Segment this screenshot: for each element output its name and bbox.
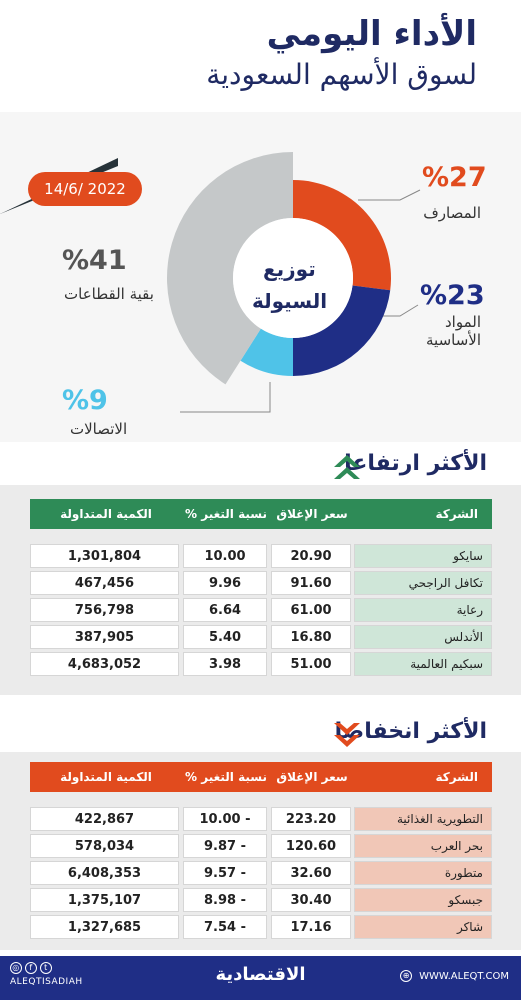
slice-label-materials-1: المواد — [444, 313, 481, 331]
page-title: الأداء اليومي — [266, 14, 477, 54]
header-company: الشركة — [435, 507, 478, 521]
cell-close: 16.80 — [271, 625, 351, 649]
cell-change: 10.00 — [183, 544, 267, 568]
cell-change: - 10.00 — [183, 807, 267, 831]
table-row: التطويرية الغذائية 223.20- 10.00 422,867 — [30, 807, 492, 831]
cell-volume: 422,867 — [30, 807, 179, 831]
table-row: جبسكو 30.40- 8.98 1,375,107 — [30, 888, 492, 912]
table-row: بحر العرب 120.60- 9.87 578,034 — [30, 834, 492, 858]
cell-company: الأندلس — [354, 625, 492, 649]
globe-icon: ⊕ — [400, 970, 413, 982]
cell-volume: 756,798 — [30, 598, 179, 622]
table-row: تكافل الراجحي 91.60 9.96 467,456 — [30, 571, 492, 595]
page-subtitle: لسوق الأسهم السعودية — [206, 58, 477, 91]
cell-company: جبسكو — [354, 888, 492, 912]
cell-close: 120.60 — [271, 834, 351, 858]
cell-volume: 1,301,804 — [30, 544, 179, 568]
slice-1 — [293, 285, 391, 376]
website-link[interactable]: WWW.ALEQT.COM — [419, 970, 509, 982]
donut-hole — [233, 218, 353, 338]
cell-change: 9.96 — [183, 571, 267, 595]
header: الأداء اليومي لسوق الأسهم السعودية — [0, 0, 521, 112]
cell-company: بحر العرب — [354, 834, 492, 858]
header-change: نسبة التغير % — [185, 507, 267, 521]
table-row: الأندلس 16.80 5.40 387,905 — [30, 625, 492, 649]
table-row: شاكر 17.16- 7.54 1,327,685 — [30, 915, 492, 939]
cell-volume: 1,375,107 — [30, 888, 179, 912]
table-row: سبكيم العالمية 51.00 3.98 4,683,052 — [30, 652, 492, 676]
brand-logo: الاقتصادية — [215, 964, 306, 985]
cell-company: رعاية — [354, 598, 492, 622]
cell-change: 5.40 — [183, 625, 267, 649]
cell-company: متطورة — [354, 861, 492, 885]
social-block: ◎ f t ALEQTISADIAH — [10, 962, 83, 987]
header-change: نسبة التغير % — [185, 770, 267, 784]
cell-company: تكافل الراجحي — [354, 571, 492, 595]
cell-close: 20.90 — [271, 544, 351, 568]
gainers-table-header: الشركة سعر الإغلاق نسبة التغير % الكمية الم… — [30, 499, 492, 529]
arrow-down-icon — [334, 723, 360, 747]
slice-value-materials: %23 — [420, 280, 485, 311]
chart-title-line1: توزيع — [263, 257, 316, 281]
cell-volume: 387,905 — [30, 625, 179, 649]
slice-label-materials-2: الأساسية — [426, 331, 481, 349]
header-close: سعر الإغلاق — [276, 770, 348, 784]
cell-change: 3.98 — [183, 652, 267, 676]
website-block[interactable]: ⊕ WWW.ALEQT.COM — [400, 970, 509, 982]
cell-volume: 578,034 — [30, 834, 179, 858]
cell-close: 61.00 — [271, 598, 351, 622]
leader-line-0 — [358, 189, 421, 201]
footer: ◎ f t ALEQTISADIAH الاقتصادية ⊕ WWW.ALEQT.… — [0, 956, 521, 1000]
cell-close: 32.60 — [271, 861, 351, 885]
slice-label-telecom: الاتصالات — [70, 420, 128, 438]
arrow-up-icon — [334, 455, 360, 479]
chart-title-line2: السيولة — [252, 289, 328, 313]
cell-company: سبكيم العالمية — [354, 652, 492, 676]
slice-value-other: %41 — [62, 245, 127, 276]
facebook-icon[interactable]: f — [25, 962, 37, 974]
instagram-icon[interactable]: ◎ — [10, 962, 22, 974]
twitter-icon[interactable]: t — [40, 962, 52, 974]
cell-close: 223.20 — [271, 807, 351, 831]
slice-0 — [293, 180, 391, 291]
header-close: سعر الإغلاق — [276, 507, 348, 521]
donut-chart — [167, 152, 421, 413]
table-row: متطورة 32.60- 9.57 6,408,353 — [30, 861, 492, 885]
cell-close: 17.16 — [271, 915, 351, 939]
cell-change: - 8.98 — [183, 888, 267, 912]
cell-close: 91.60 — [271, 571, 351, 595]
cell-change: - 7.54 — [183, 915, 267, 939]
header-company: الشركة — [435, 770, 478, 784]
cell-volume: 467,456 — [30, 571, 179, 595]
slice-3 — [167, 152, 293, 385]
table-row: رعاية 61.00 6.64 756,798 — [30, 598, 492, 622]
social-handle: ALEQTISADIAH — [10, 977, 83, 987]
slice-value-banks: %27 — [422, 162, 487, 193]
slice-value-telecom: %9 — [62, 385, 108, 416]
header-volume: الكمية المتداولة — [60, 770, 152, 784]
gainers-title: الأكثر ارتفاعا — [344, 451, 487, 476]
cell-volume: 4,683,052 — [30, 652, 179, 676]
header-volume: الكمية المتداولة — [60, 507, 152, 521]
losers-title: الأكثر انخفاضا — [334, 719, 487, 744]
date-badge: 14/6/ 2022 — [28, 172, 142, 206]
table-row: سايكو 20.90 10.00 1,301,804 — [30, 544, 492, 568]
cell-company: التطويرية الغذائية — [354, 807, 492, 831]
cell-close: 51.00 — [271, 652, 351, 676]
cell-change: 6.64 — [183, 598, 267, 622]
cell-company: شاكر — [354, 915, 492, 939]
leader-line-2 — [180, 382, 271, 413]
slice-2 — [240, 328, 293, 376]
slice-label-banks: المصارف — [423, 204, 481, 222]
cell-change: - 9.57 — [183, 861, 267, 885]
cell-company: سايكو — [354, 544, 492, 568]
slice-label-other: بقية القطاعات — [64, 285, 154, 303]
cell-change: - 9.87 — [183, 834, 267, 858]
losers-table-header: الشركة سعر الإغلاق نسبة التغير % الكمية الم… — [30, 762, 492, 792]
cell-volume: 6,408,353 — [30, 861, 179, 885]
cell-close: 30.40 — [271, 888, 351, 912]
cell-volume: 1,327,685 — [30, 915, 179, 939]
